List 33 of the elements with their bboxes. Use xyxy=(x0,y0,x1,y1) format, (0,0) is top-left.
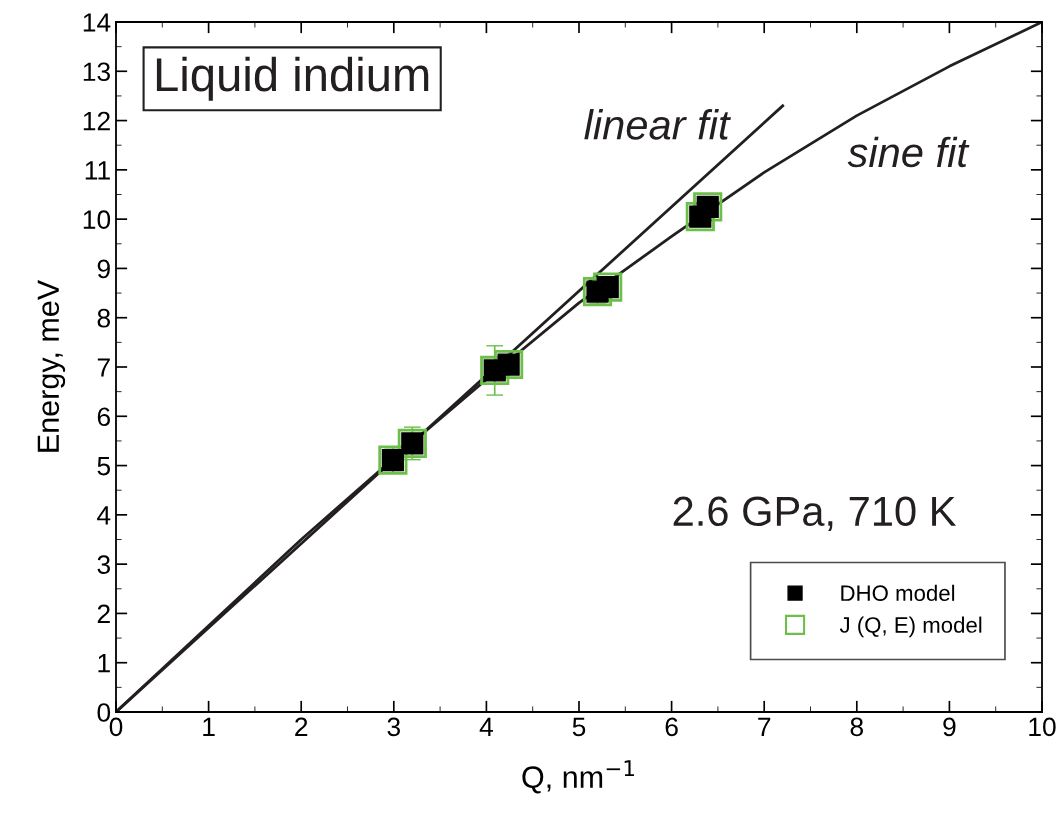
x-tick-label: 10 xyxy=(1029,717,1056,737)
annotation: linear fit xyxy=(584,109,731,140)
x-axis-title: Q, nm$^{−1}$ xyxy=(522,760,634,794)
y-tick-label: 7 xyxy=(97,358,110,377)
y-tick-label: 0 xyxy=(97,703,111,722)
legend-label: J (Q, E) model xyxy=(839,616,982,638)
x-tick-label: 6 xyxy=(665,717,678,737)
y-axis-title: Energy, meV xyxy=(37,279,66,452)
x-tick-label: 9 xyxy=(943,717,956,737)
y-tick-label: 1 xyxy=(98,654,110,673)
y-tick-label: 12 xyxy=(83,111,110,131)
x-tick-label: 2 xyxy=(295,717,308,736)
y-tick-label: 5 xyxy=(97,456,111,476)
x-tick-label: 1 xyxy=(203,717,215,736)
x-tick-label: 3 xyxy=(387,717,400,737)
y-tick-label: 13 xyxy=(83,62,110,82)
y-tick-label: 4 xyxy=(97,506,111,525)
x-tick-label: 7 xyxy=(758,717,771,736)
x-tick-label: 5 xyxy=(572,717,586,737)
y-tick-label: 14 xyxy=(83,13,111,32)
annotation: sine fit xyxy=(847,136,970,168)
legend-label: DHO model xyxy=(841,584,955,602)
y-tick-label: 8 xyxy=(97,308,110,328)
annotation: 2.6 GPa, 710 K xyxy=(673,496,957,532)
y-tick-label: 10 xyxy=(83,210,111,229)
y-tick-label: 6 xyxy=(97,407,110,427)
annotation: Liquid indium xyxy=(156,56,429,101)
x-tick-label: 8 xyxy=(850,717,863,737)
y-tick-label: 3 xyxy=(97,555,110,574)
y-tick-label: 9 xyxy=(97,259,110,279)
y-tick-label: 2 xyxy=(97,604,110,623)
x-tick-label: 4 xyxy=(479,717,493,736)
y-tick-label: 11 xyxy=(85,161,110,180)
